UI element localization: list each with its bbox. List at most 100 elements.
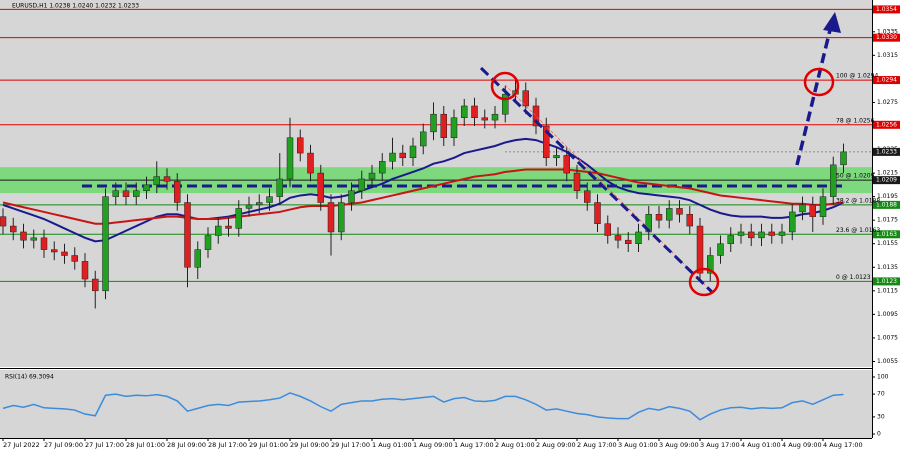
- x-tick-label: 29 Jul 01:00: [249, 441, 288, 449]
- circle-marker: [490, 71, 520, 101]
- candle-body: [276, 178, 283, 197]
- x-tick-label: 1 Aug 01:00: [372, 441, 412, 449]
- candle-body: [430, 113, 437, 133]
- x-tick-label: 27 Jul 09:00: [44, 441, 83, 449]
- candle-body: [420, 131, 427, 147]
- candle-body: [707, 255, 714, 274]
- candle-body: [286, 137, 294, 180]
- x-tick-label: 28 Jul 17:00: [208, 441, 247, 449]
- candle-body: [471, 105, 478, 118]
- moving-average: [2, 137, 844, 243]
- x-tick-label: 28 Jul 09:00: [167, 441, 206, 449]
- candle-body: [30, 237, 37, 241]
- rsi-tick-label: 0: [877, 431, 881, 438]
- y-tick-label: 1.0055: [877, 358, 898, 365]
- candle-body: [389, 152, 396, 162]
- level-label: 1.0209: [876, 177, 897, 184]
- x-tick-label: 27 Jul 17:00: [85, 441, 124, 449]
- level-tag: [873, 120, 900, 129]
- candle-body: [358, 178, 365, 191]
- candle-body: [51, 249, 58, 253]
- candle-body: [174, 181, 181, 203]
- rsi-pane: [0, 370, 872, 438]
- candle-body: [327, 202, 335, 233]
- candle-body: [614, 235, 622, 241]
- fib-label: 38.2 @ 1.0188: [836, 197, 880, 204]
- x-tick-label: 1 Aug 09:00: [413, 441, 453, 449]
- level-tag: [873, 230, 900, 239]
- x-tick-label: 27 Jul 2022: [3, 441, 40, 449]
- candle-body: [655, 214, 663, 221]
- candle-body: [399, 152, 406, 159]
- candle-body: [215, 225, 222, 236]
- x-tick-label: 1 Aug 17:00: [454, 441, 494, 449]
- arrow-shaft: [795, 29, 832, 166]
- current-price-label: 1.0233: [876, 148, 897, 155]
- candle-body: [184, 202, 191, 268]
- fib-label: 50 @ 1.0209: [836, 173, 875, 180]
- y-tick-label: 1.0275: [877, 99, 898, 106]
- candle-body: [133, 190, 140, 197]
- x-tick-label: 29 Jul 09:00: [290, 441, 329, 449]
- candle-body: [481, 117, 488, 121]
- candle-body: [338, 202, 345, 233]
- x-tick-label: 3 Aug 09:00: [659, 441, 699, 449]
- candle-body: [440, 113, 447, 139]
- candle-body: [676, 208, 683, 215]
- candle-body: [368, 172, 376, 180]
- candle-body: [153, 176, 160, 186]
- rsi-tick-label: 70: [877, 391, 885, 398]
- level-label: 1.0330: [876, 34, 897, 41]
- candle-body: [256, 202, 263, 206]
- rsi-tick-label: 100: [877, 374, 889, 381]
- circle-marker: [688, 267, 720, 297]
- level-tag: [873, 200, 900, 209]
- candle-body: [522, 90, 529, 107]
- candle-body: [573, 172, 581, 191]
- y-tick-label: 1.0175: [877, 217, 898, 224]
- y-tick-label: 1.0195: [877, 193, 898, 200]
- candle-body: [502, 93, 509, 115]
- fib-label: 100 @ 1.0294: [836, 73, 878, 80]
- candle-body: [143, 184, 150, 191]
- fib-label: 0 @ 1.0123: [836, 274, 871, 281]
- candle-body: [122, 190, 130, 197]
- x-tick-label: 29 Jul 17:00: [331, 441, 370, 449]
- level-tag: [873, 176, 900, 185]
- level-tag: [873, 76, 900, 85]
- candle-body: [307, 152, 314, 174]
- candle-body: [799, 204, 806, 213]
- candle-body: [584, 190, 591, 203]
- level-label: 1.0188: [876, 201, 897, 208]
- x-tick-label: 4 Aug 09:00: [782, 441, 822, 449]
- rsi-tick-label: 30: [877, 413, 885, 420]
- candle-body: [635, 231, 642, 244]
- chart-title: EURUSD,H1 1.0238 1.0240 1.0232 1.0233: [12, 3, 139, 10]
- candle-body: [768, 231, 775, 236]
- candle-body: [686, 214, 693, 227]
- candle-body: [81, 261, 89, 280]
- x-tick-label: 2 Aug 01:00: [495, 441, 535, 449]
- candle-body: [727, 235, 734, 244]
- rsi-line: [2, 392, 844, 421]
- candle-body: [297, 137, 304, 154]
- candle-body: [379, 161, 386, 174]
- fib-label: 23.6 @ 1.0163: [836, 227, 880, 234]
- x-tick-label: 28 Jul 01:00: [126, 441, 165, 449]
- y-tick-label: 1.0075: [877, 334, 898, 341]
- current-price-tag: [873, 147, 900, 156]
- x-tick-label: 4 Aug 17:00: [823, 441, 863, 449]
- candle-body: [163, 176, 171, 182]
- candle-body: [543, 125, 550, 159]
- x-tick-label: 2 Aug 09:00: [536, 441, 576, 449]
- trend-line: [479, 66, 714, 294]
- price-axis: [872, 0, 900, 450]
- candle-body: [840, 151, 847, 166]
- candle-body: [594, 202, 601, 224]
- candle-body: [20, 231, 27, 241]
- candle-body: [491, 113, 499, 121]
- level-label: 1.0354: [876, 6, 897, 13]
- candle-body: [225, 225, 232, 229]
- level-label: 1.0123: [876, 278, 897, 285]
